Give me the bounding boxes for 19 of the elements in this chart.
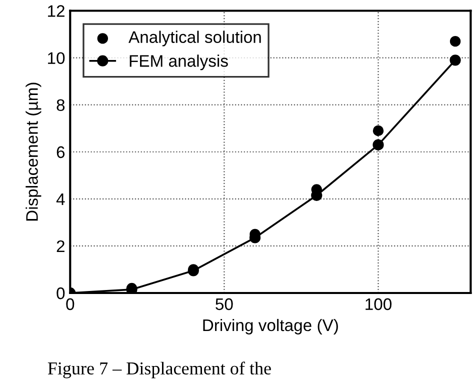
caption: Figure 7 – Displacement of the [48, 362, 271, 378]
x-axis-title: Driving voltage (V) [203, 318, 338, 334]
y-tick-label: 12 [48, 5, 64, 17]
x-tick-label: 100 [366, 298, 392, 310]
y-tick-label: 6 [56, 146, 65, 158]
y-tick-label: 10 [48, 52, 65, 64]
y-tick-label: 4 [56, 193, 65, 205]
point [450, 36, 461, 47]
point [372, 139, 384, 150]
point [372, 125, 384, 136]
legend-label: FEM analysis [130, 54, 228, 70]
x-tick-label: 50 [216, 298, 233, 310]
y-tick-label: 8 [56, 99, 65, 112]
legend-label: Analytical solution [128, 30, 261, 46]
point [450, 54, 461, 66]
x-tick-label: 0 [66, 298, 74, 310]
y-tick-label: 2 [56, 240, 64, 252]
y-tick-label: 0 [56, 287, 65, 300]
y-axis-title: Displacement (µm) [26, 82, 42, 221]
